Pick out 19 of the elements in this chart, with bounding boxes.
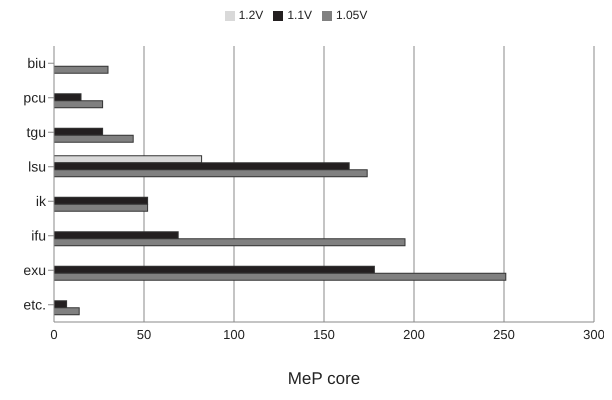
- y-tick-label: pcu: [23, 90, 46, 106]
- y-tick-label: ik: [36, 193, 47, 210]
- x-tick-label: 300: [583, 327, 605, 342]
- legend-label: 1.2V: [238, 8, 264, 22]
- x-tick-label: 250: [493, 327, 515, 342]
- x-tick-label: 50: [136, 327, 152, 342]
- x-tick-label: 0: [50, 327, 58, 342]
- x-tick-label: 150: [313, 327, 335, 342]
- legend-label: 1.1V: [287, 8, 312, 22]
- y-tick-label: lsu: [28, 158, 46, 175]
- y-tick-label: exu: [23, 262, 46, 278]
- x-axis-title: MeP core: [288, 369, 360, 388]
- y-tick-label: biu: [27, 55, 46, 72]
- legend-label: 1.05V: [336, 8, 368, 22]
- y-tick-label: etc.: [23, 296, 46, 313]
- y-tick-label: tgu: [26, 124, 46, 140]
- y-tick-label: ifu: [31, 228, 46, 244]
- x-tick-label: 200: [403, 327, 425, 342]
- x-tick-label: 100: [223, 327, 245, 342]
